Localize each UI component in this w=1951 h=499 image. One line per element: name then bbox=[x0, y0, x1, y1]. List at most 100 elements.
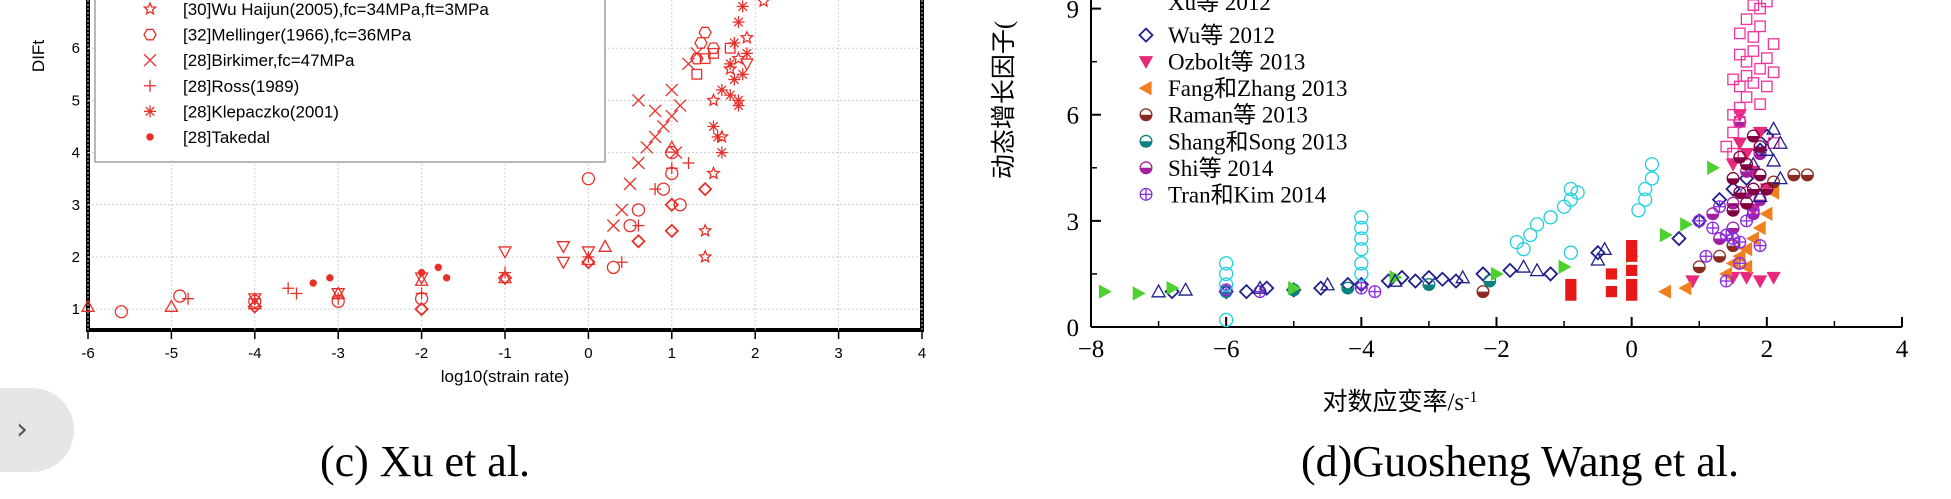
chevron-right-icon: › bbox=[16, 412, 28, 447]
data-point bbox=[706, 92, 721, 107]
data-point bbox=[1765, 152, 1782, 167]
data-point bbox=[1597, 241, 1613, 256]
y-tick-label: 6 bbox=[1067, 103, 1080, 130]
data-point bbox=[1178, 282, 1194, 296]
data-point bbox=[673, 99, 687, 113]
data-point bbox=[631, 234, 646, 249]
legend-label: Wu等 2012 bbox=[1168, 23, 1275, 48]
data-point bbox=[706, 42, 721, 55]
data-point bbox=[1800, 168, 1814, 182]
panel-c-ticks: -6 -5 -4 -3 -2 -1 0 1 2 3 4 1 2 3 4 5 6 bbox=[72, 40, 927, 362]
legend-label: Fang和Zhang 2013 bbox=[1168, 76, 1348, 101]
data-point bbox=[247, 293, 262, 307]
data-point bbox=[1740, 55, 1753, 68]
data-point bbox=[1747, 31, 1760, 43]
data-point bbox=[442, 274, 451, 282]
legend-marker bbox=[1138, 27, 1154, 43]
data-point bbox=[648, 130, 662, 144]
legend-label: [28]Birkimer,fc=47MPa bbox=[183, 51, 355, 70]
data-point bbox=[736, 68, 749, 81]
data-point bbox=[711, 130, 724, 143]
data-point bbox=[182, 292, 195, 305]
legend-marker bbox=[1138, 56, 1154, 70]
data-point bbox=[497, 270, 513, 286]
data-point bbox=[556, 241, 571, 254]
data-point bbox=[732, 16, 745, 29]
data-point bbox=[1766, 271, 1781, 285]
legend-marker bbox=[143, 28, 157, 41]
legend-label: [28]Klepaczko(2001) bbox=[183, 102, 339, 121]
data-point bbox=[1733, 150, 1747, 164]
data-point bbox=[1659, 227, 1673, 243]
data-point bbox=[1733, 80, 1746, 93]
data-point bbox=[1590, 251, 1606, 266]
data-point bbox=[1754, 20, 1766, 33]
data-point bbox=[1740, 69, 1753, 82]
data-point bbox=[1529, 262, 1545, 277]
data-point bbox=[1565, 278, 1577, 291]
legend-label: Raman等 2013 bbox=[1168, 103, 1308, 128]
data-point bbox=[1219, 312, 1234, 328]
data-point bbox=[581, 254, 596, 270]
data-point bbox=[673, 198, 687, 212]
data-point bbox=[1543, 210, 1558, 225]
y-tick-label: 0 bbox=[1067, 315, 1080, 342]
data-point bbox=[722, 61, 738, 76]
data-point bbox=[1732, 137, 1747, 151]
data-point bbox=[331, 288, 346, 301]
data-point bbox=[1354, 281, 1368, 295]
data-point bbox=[1692, 260, 1706, 274]
data-point bbox=[697, 223, 713, 238]
data-point bbox=[434, 263, 442, 272]
data-point bbox=[1752, 220, 1766, 236]
data-point bbox=[164, 299, 179, 312]
data-point bbox=[1706, 207, 1720, 221]
legend-marker bbox=[1138, 81, 1152, 96]
data-point bbox=[1706, 221, 1720, 235]
data-point bbox=[1387, 273, 1403, 287]
data-point bbox=[1727, 108, 1739, 121]
data-point bbox=[606, 260, 621, 275]
data-point bbox=[664, 140, 679, 153]
expand-sidebar-button[interactable]: › bbox=[0, 388, 74, 472]
data-point bbox=[1502, 262, 1518, 279]
data-point bbox=[1644, 157, 1660, 172]
panel-c-points bbox=[80, 0, 770, 319]
y-tick-label: 9 bbox=[1067, 0, 1080, 24]
data-point bbox=[1132, 286, 1146, 301]
x-tick-label: -4 bbox=[248, 345, 261, 362]
legend-marker bbox=[142, 1, 158, 16]
data-point bbox=[1626, 278, 1638, 291]
data-point bbox=[706, 165, 721, 180]
data-point bbox=[1313, 280, 1329, 296]
data-point bbox=[1638, 181, 1653, 197]
data-point bbox=[1475, 266, 1491, 282]
data-point bbox=[1713, 249, 1727, 263]
data-point bbox=[581, 246, 596, 260]
data-point bbox=[1727, 126, 1739, 139]
data-point bbox=[1448, 273, 1464, 289]
data-point bbox=[1765, 121, 1782, 135]
data-point bbox=[1319, 276, 1336, 291]
data-point bbox=[657, 120, 670, 133]
data-point bbox=[1754, 98, 1766, 110]
data-point bbox=[1490, 266, 1504, 282]
data-point bbox=[1563, 181, 1578, 197]
data-point bbox=[1727, 147, 1739, 160]
legend-marker bbox=[144, 79, 156, 92]
data-point bbox=[736, 0, 749, 13]
data-point bbox=[1389, 270, 1403, 285]
data-point bbox=[1626, 289, 1638, 301]
data-point bbox=[623, 177, 637, 191]
legend-label: [30]Wu Haijun(2005),fc=34MPa,ft=3MPa bbox=[183, 0, 489, 19]
data-point bbox=[631, 93, 645, 107]
panel-d-x-axis-label: 对数应变率/s-1 bbox=[1322, 388, 1477, 416]
data-point bbox=[1354, 220, 1369, 236]
data-point bbox=[1626, 264, 1638, 276]
legend-label: [28]Takedal bbox=[183, 128, 270, 147]
data-point bbox=[632, 219, 645, 232]
data-point bbox=[1219, 266, 1234, 282]
data-point bbox=[648, 104, 662, 118]
data-point bbox=[1354, 210, 1369, 225]
